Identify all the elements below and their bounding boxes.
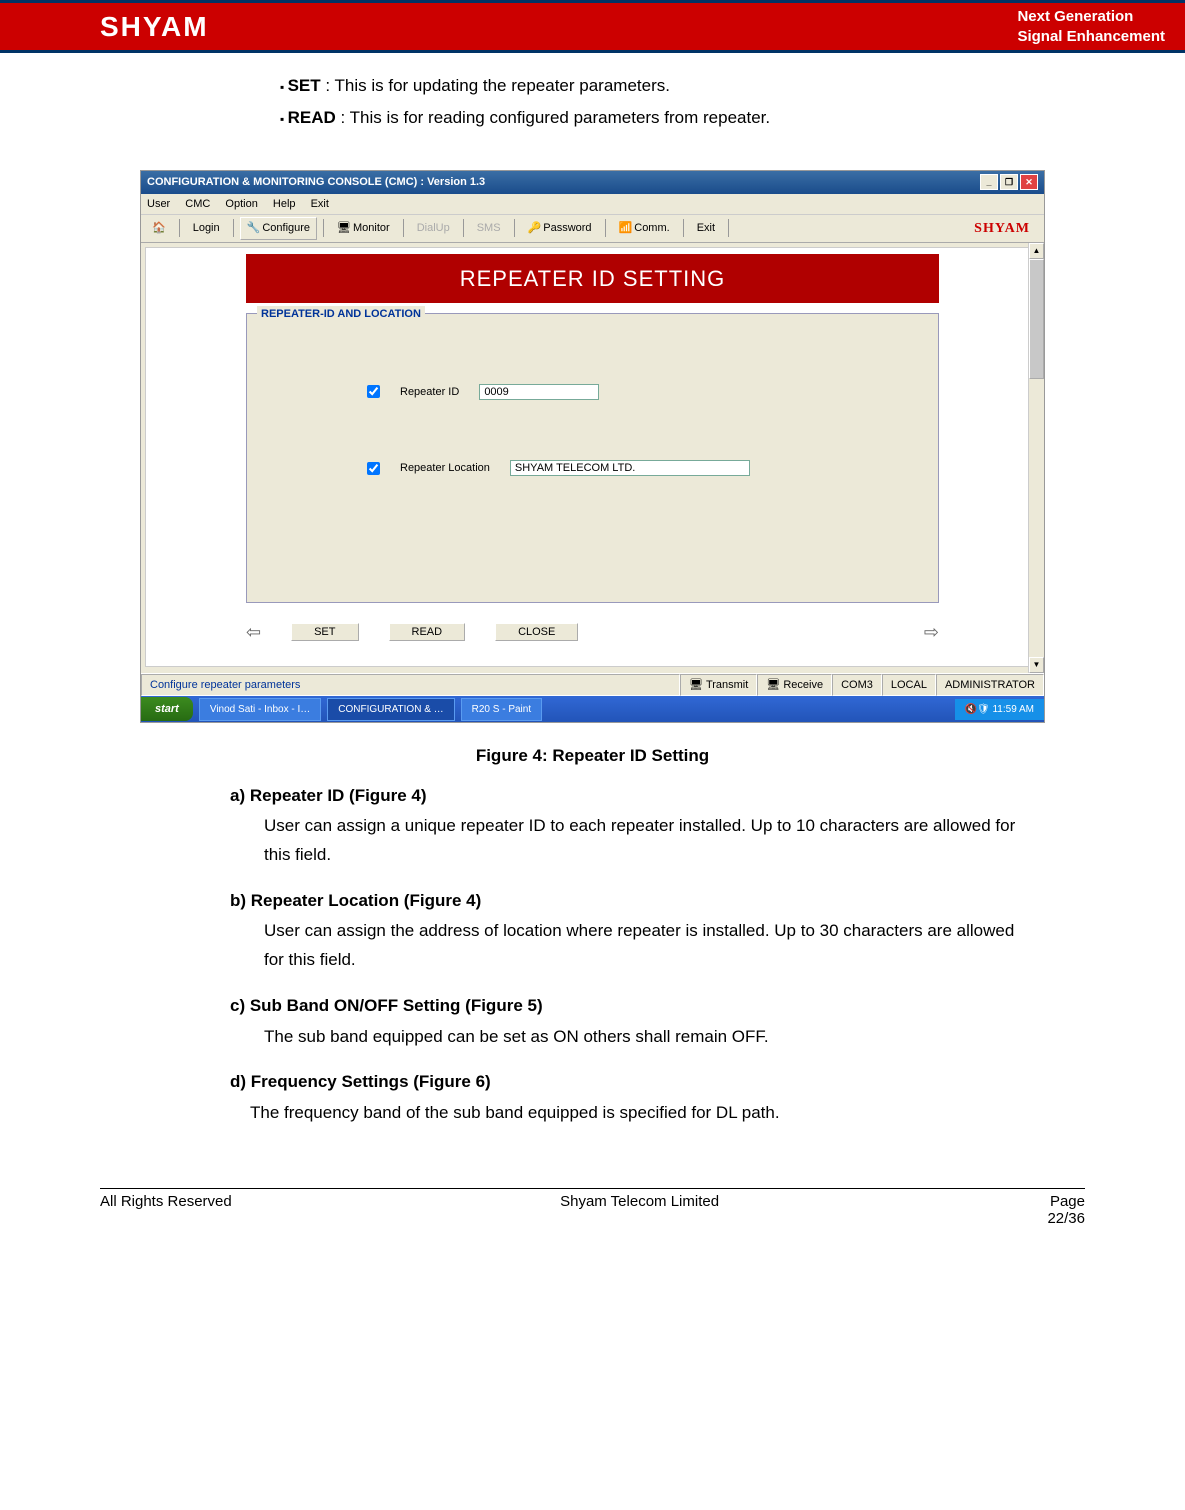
toolbar-configure[interactable]: 🔧 Configure [240,217,317,240]
section-c: c) Sub Band ON/OFF Setting (Figure 5) Th… [230,993,1025,1051]
read-button[interactable]: READ [389,623,466,641]
toolbar: 🏠 Login 🔧 Configure 🖥 Monitor DialUp SMS… [141,215,1044,243]
footer-divider [100,1188,1085,1189]
toolbar-home-icon[interactable]: 🏠 [145,217,173,240]
menu-exit[interactable]: Exit [311,198,329,210]
tagline: Next Generation Signal Enhancement [1017,7,1165,46]
bullet-list: SET : This is for updating the repeater … [280,73,1085,130]
repeater-id-checkbox[interactable] [367,385,380,398]
bullet-read: READ : This is for reading configured pa… [280,105,1085,131]
repeater-location-checkbox[interactable] [367,462,380,475]
row-repeater-id: Repeater ID [367,384,918,401]
scrollbar[interactable]: ▲ ▼ [1028,243,1044,673]
tagline-2: Signal Enhancement [1017,27,1165,47]
page-header: SHYAM Next Generation Signal Enhancement [0,0,1185,53]
section-b-body: User can assign the address of location … [264,917,1025,975]
menu-help[interactable]: Help [273,198,296,210]
scroll-up-icon[interactable]: ▲ [1029,243,1044,259]
status-message: Configure repeater parameters [141,674,680,697]
next-arrow-icon[interactable]: ⇨ [924,619,939,646]
task-item-3[interactable]: R20 S - Paint [461,698,542,721]
toolbar-sms: SMS [470,217,508,240]
row-repeater-location: Repeater Location [367,460,918,477]
logo: SHYAM [100,11,209,43]
start-button[interactable]: start [141,697,193,722]
footer-left: All Rights Reserved [100,1193,232,1227]
banner-title: REPEATER ID SETTING [246,254,939,303]
section-a: a) Repeater ID (Figure 4) User can assig… [230,783,1025,870]
section-d: d) Frequency Settings (Figure 6) The fre… [230,1069,1025,1127]
menubar: User CMC Option Help Exit [141,194,1044,216]
task-item-2[interactable]: CONFIGURATION & … [327,698,454,721]
section-a-title: a) Repeater ID (Figure 4) [230,783,1025,809]
fieldset-legend: REPEATER-ID AND LOCATION [257,306,425,323]
repeater-id-label: Repeater ID [400,384,459,401]
system-tray: 🔇🛡 11:59 AM [955,699,1044,720]
footer-page-label: Page [1050,1193,1085,1210]
footer-right: Page 22/36 [1047,1193,1085,1227]
menu-cmc[interactable]: CMC [185,198,210,210]
section-a-body: User can assign a unique repeater ID to … [264,812,1025,870]
section-c-body: The sub band equipped can be set as ON o… [264,1023,1025,1052]
fieldset: REPEATER-ID AND LOCATION Repeater ID Rep… [246,313,939,603]
toolbar-comm[interactable]: 📶 Comm. [612,217,677,240]
section-d-title: d) Frequency Settings (Figure 6) [230,1069,1025,1095]
tagline-1: Next Generation [1017,7,1165,27]
bullet-read-label: READ [288,108,336,127]
task-item-1[interactable]: Vinod Sati - Inbox - I… [199,698,321,721]
screenshot: CONFIGURATION & MONITORING CONSOLE (CMC)… [140,170,1045,723]
section-b: b) Repeater Location (Figure 4) User can… [230,888,1025,975]
prev-arrow-icon[interactable]: ⇦ [246,619,261,646]
status-admin: ADMINISTRATOR [936,674,1044,697]
window-title: CONFIGURATION & MONITORING CONSOLE (CMC)… [147,174,485,191]
toolbar-login[interactable]: Login [186,217,227,240]
statusbar: Configure repeater parameters 🖥 Transmit… [141,673,1044,697]
scroll-thumb[interactable] [1029,259,1044,379]
bullet-set-text: : This is for updating the repeater para… [321,76,670,95]
close-app-button[interactable]: CLOSE [495,623,578,641]
menu-user[interactable]: User [147,198,170,210]
status-transmit: 🖥 Transmit [680,674,757,697]
status-com: COM3 [832,674,882,697]
toolbar-exit[interactable]: Exit [690,217,722,240]
footer-page-num: 22/36 [1047,1210,1085,1227]
maximize-button[interactable]: ❐ [1000,174,1018,190]
bullet-read-text: : This is for reading configured paramet… [336,108,770,127]
minimize-button[interactable]: _ [980,174,998,190]
close-button[interactable]: ✕ [1020,174,1038,190]
set-button[interactable]: SET [291,623,358,641]
toolbar-brand: SHYAM [974,218,1030,239]
app-body: REPEATER ID SETTING REPEATER-ID AND LOCA… [141,243,1044,673]
footer: All Rights Reserved Shyam Telecom Limite… [0,1193,1185,1237]
footer-center: Shyam Telecom Limited [560,1193,719,1227]
bullet-set-label: SET [288,76,321,95]
toolbar-monitor[interactable]: 🖥 Monitor [330,217,397,240]
repeater-location-input[interactable] [510,460,750,476]
section-d-body: The frequency band of the sub band equip… [250,1099,1025,1128]
menu-option[interactable]: Option [225,198,257,210]
repeater-id-input[interactable] [479,384,599,400]
taskbar: start Vinod Sati - Inbox - I… CONFIGURAT… [141,696,1044,722]
status-receive: 🖥 Receive [757,674,832,697]
section-c-title: c) Sub Band ON/OFF Setting (Figure 5) [230,993,1025,1019]
button-row: ⇦ SET READ CLOSE ⇨ [246,619,939,646]
status-local: LOCAL [882,674,936,697]
repeater-location-label: Repeater Location [400,460,490,477]
figure-caption: Figure 4: Repeater ID Setting [100,743,1085,769]
window-controls: _ ❐ ✕ [980,174,1038,190]
section-b-title: b) Repeater Location (Figure 4) [230,888,1025,914]
toolbar-password[interactable]: 🔑 Password [521,217,599,240]
toolbar-dialup: DialUp [410,217,457,240]
scroll-down-icon[interactable]: ▼ [1029,657,1044,673]
window-titlebar: CONFIGURATION & MONITORING CONSOLE (CMC)… [141,171,1044,194]
bullet-set: SET : This is for updating the repeater … [280,73,1085,99]
